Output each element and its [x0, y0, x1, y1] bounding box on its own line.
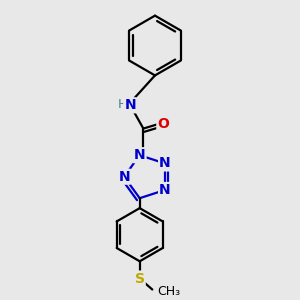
Text: S: S — [135, 272, 145, 286]
Text: CH₃: CH₃ — [157, 285, 180, 298]
Text: H: H — [118, 98, 128, 111]
Text: N: N — [118, 170, 130, 184]
Text: N: N — [134, 148, 146, 162]
Text: N: N — [124, 98, 136, 112]
Text: N: N — [159, 156, 171, 170]
Text: O: O — [157, 117, 169, 130]
Text: N: N — [159, 183, 171, 197]
